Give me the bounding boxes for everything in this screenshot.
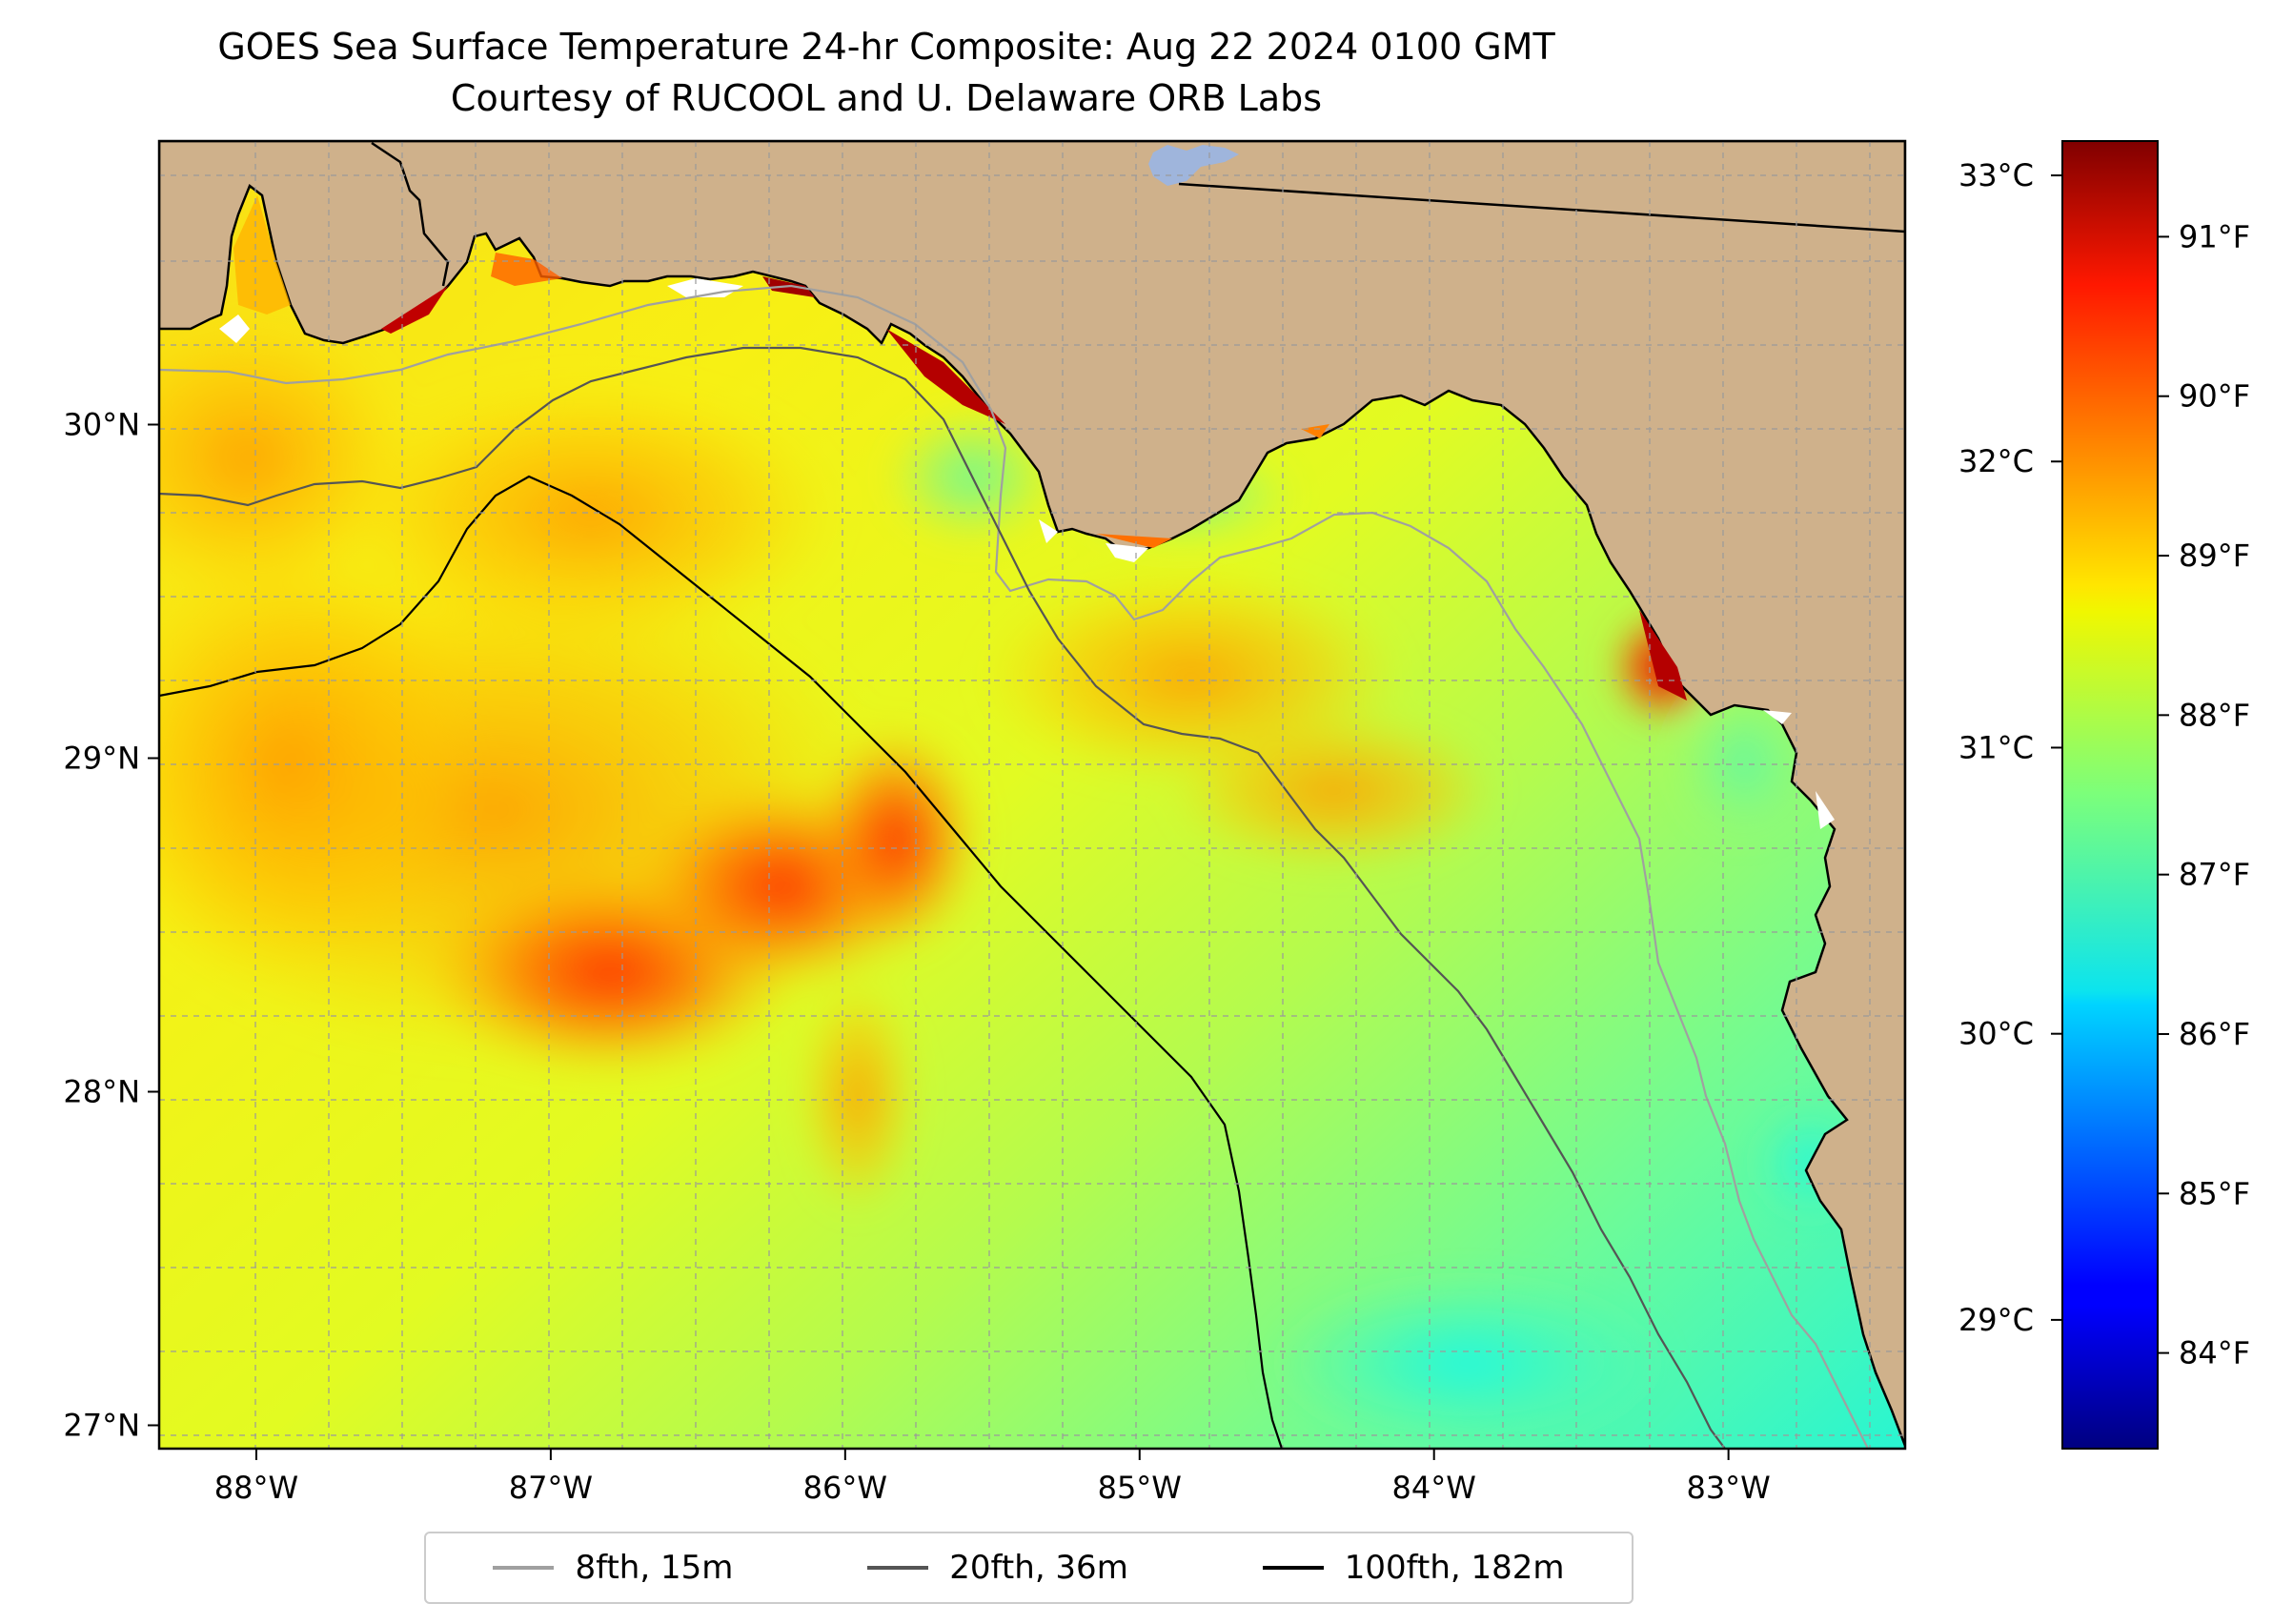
lon-tick-label-0: 88°W bbox=[214, 1470, 298, 1506]
legend-swatch-20fth bbox=[867, 1566, 929, 1570]
isobath-20fth bbox=[159, 346, 1726, 1449]
lon-tick-label-3: 85°W bbox=[1098, 1470, 1182, 1506]
lon-tick-label-4: 84°W bbox=[1392, 1470, 1476, 1506]
lon-tick-label-2: 86°W bbox=[803, 1470, 887, 1506]
isobath-8fth bbox=[159, 284, 1869, 1449]
lat-tick-label-1: 28°N bbox=[63, 1074, 140, 1110]
colorbar-ticks: 84°F 85°F 86°F 87°F 88°F 89°F 90°F 91°F 29°C 30°C… bbox=[1958, 157, 2250, 1371]
map-ticks: 88°W 87°W 86°W 85°W 84°W 83°W 27°N 28°N 29°N 30°N bbox=[63, 407, 1770, 1507]
lon-tick-label-1: 87°W bbox=[509, 1470, 593, 1506]
c-tick-label-4: 33°C bbox=[1958, 157, 2034, 193]
gridlines bbox=[159, 141, 1905, 1449]
f-tick-label-0: 84°F bbox=[2179, 1335, 2250, 1371]
c-tick-label-2: 31°C bbox=[1958, 729, 2034, 765]
f-tick-label-6: 90°F bbox=[2179, 378, 2250, 415]
lat-tick-label-0: 27°N bbox=[63, 1408, 140, 1444]
isobath-legend: 8fth, 15m 20fth, 36m 100fth, 182m bbox=[424, 1532, 1634, 1604]
map-area bbox=[159, 141, 1905, 1449]
colorbar-frame bbox=[2061, 140, 2159, 1450]
f-tick-label-2: 86°F bbox=[2179, 1016, 2250, 1052]
colorbar bbox=[2062, 141, 2158, 1449]
sst-anomaly-patches bbox=[159, 315, 1868, 1449]
c-tick-label-1: 30°C bbox=[1958, 1016, 2034, 1052]
chart-subtitle: Courtesy of RUCOOL and U. Delaware ORB L… bbox=[450, 77, 1323, 119]
legend-item-20fth: 20fth, 36m bbox=[867, 1549, 1128, 1587]
legend-swatch-8fth bbox=[493, 1566, 555, 1570]
f-tick-label-5: 89°F bbox=[2179, 538, 2250, 574]
legend-label-20fth: 20fth, 36m bbox=[949, 1549, 1128, 1587]
lat-tick-label-3: 30°N bbox=[63, 407, 140, 443]
f-tick-label-4: 88°F bbox=[2179, 697, 2250, 733]
lat-tick-label-2: 29°N bbox=[63, 741, 140, 777]
f-tick-label-1: 85°F bbox=[2179, 1175, 2250, 1211]
c-tick-label-3: 32°C bbox=[1958, 443, 2034, 479]
lon-tick-label-5: 83°W bbox=[1686, 1470, 1770, 1506]
f-tick-label-3: 87°F bbox=[2179, 857, 2250, 893]
legend-label-100fth: 100fth, 182m bbox=[1344, 1549, 1565, 1587]
legend-label-8fth: 8fth, 15m bbox=[575, 1549, 734, 1587]
legend-swatch-100fth bbox=[1262, 1566, 1324, 1570]
isobath-100fth bbox=[159, 475, 1284, 1449]
chart-title: GOES Sea Surface Temperature 24-hr Compo… bbox=[217, 26, 1555, 68]
f-tick-label-7: 91°F bbox=[2179, 218, 2250, 254]
state-boundary-west bbox=[371, 141, 450, 287]
state-boundary bbox=[1178, 182, 1905, 233]
legend-item-100fth: 100fth, 182m bbox=[1262, 1549, 1565, 1587]
c-tick-label-0: 29°C bbox=[1958, 1302, 2034, 1338]
legend-item-8fth: 8fth, 15m bbox=[493, 1549, 733, 1587]
map-frame bbox=[157, 139, 1907, 1451]
